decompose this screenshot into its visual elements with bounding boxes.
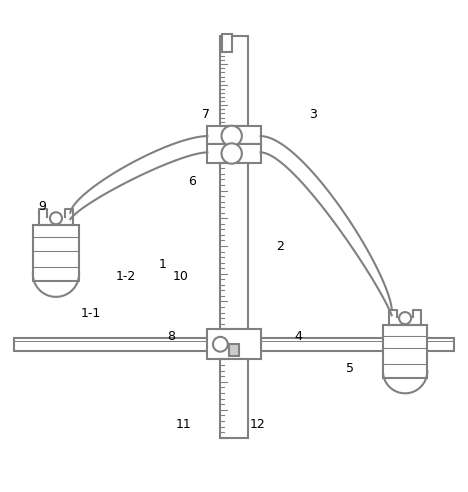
Bar — [15, 338, 453, 351]
Text: 8: 8 — [168, 330, 176, 342]
Bar — [207, 329, 261, 359]
Bar — [220, 359, 248, 438]
Text: 10: 10 — [173, 270, 189, 282]
Text: 5: 5 — [345, 362, 354, 375]
Text: 11: 11 — [175, 418, 191, 430]
Text: 9: 9 — [38, 200, 46, 213]
Circle shape — [221, 126, 242, 146]
Text: 7: 7 — [202, 108, 210, 121]
Text: 2: 2 — [276, 240, 284, 252]
Text: 4: 4 — [295, 330, 303, 342]
Circle shape — [221, 143, 242, 164]
Text: 12: 12 — [249, 418, 265, 430]
Bar — [207, 126, 261, 144]
Bar — [33, 225, 79, 280]
Bar — [207, 144, 261, 163]
Bar — [220, 35, 248, 126]
Text: 1-1: 1-1 — [80, 307, 101, 320]
Bar — [383, 325, 427, 378]
Text: 1-2: 1-2 — [115, 270, 135, 282]
Bar — [229, 343, 239, 356]
Text: 1: 1 — [158, 258, 166, 271]
Text: 6: 6 — [189, 175, 196, 188]
Text: 3: 3 — [309, 108, 316, 121]
Circle shape — [213, 337, 228, 352]
Circle shape — [50, 212, 62, 224]
Bar — [220, 163, 248, 329]
Bar — [222, 34, 232, 52]
Circle shape — [399, 312, 411, 324]
